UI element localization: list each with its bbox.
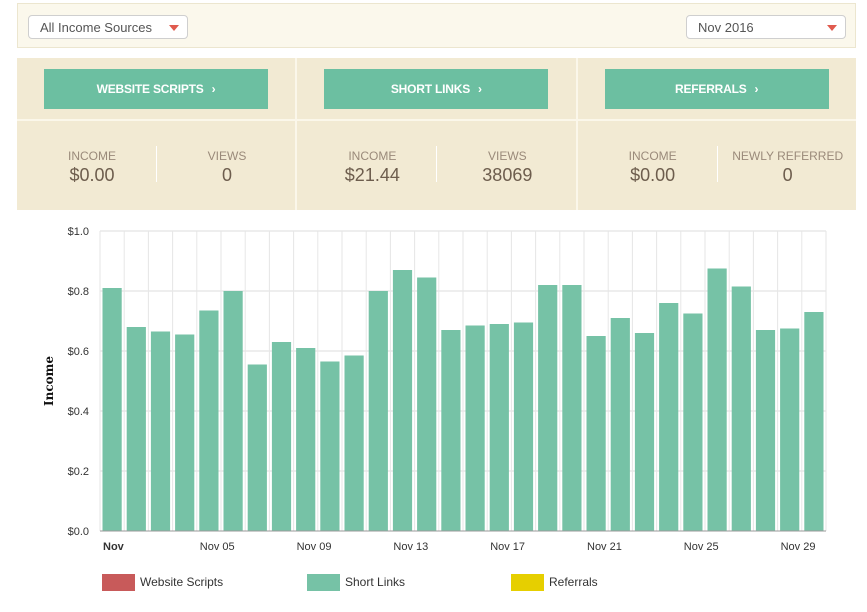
divider (156, 146, 157, 182)
x-tick-label: Nov 05 (200, 541, 235, 553)
legend-swatch (307, 573, 340, 591)
panel-short-links: SHORT LINKS › INCOME $21.44 VIEWS 38069 (297, 58, 578, 210)
stat-label: INCOME (628, 149, 677, 163)
bar (102, 288, 122, 531)
bar (368, 291, 388, 531)
bar (634, 333, 655, 531)
x-tick-label: Nov 09 (297, 541, 332, 553)
stat-value: $21.44 (344, 165, 400, 185)
website-scripts-button[interactable]: WEBSITE SCRIPTS › (44, 69, 268, 109)
stat-label: NEWLY REFERRED (732, 149, 844, 163)
bar (780, 328, 800, 531)
bar (392, 270, 413, 531)
stat-label: INCOME (348, 149, 397, 163)
website-scripts-button-label: WEBSITE SCRIPTS (96, 82, 204, 96)
bar (199, 310, 219, 531)
income-stat: INCOME $0.00 (588, 149, 718, 186)
filter-bar: All Income Sources Nov 2016 (17, 3, 856, 48)
bar (465, 325, 485, 531)
divider (17, 119, 296, 121)
bar (683, 313, 703, 531)
bar (150, 331, 171, 531)
bar (126, 327, 146, 531)
bar (804, 312, 824, 531)
x-tick-label: Nov 17 (490, 541, 525, 553)
x-tick-label: Nov 29 (781, 541, 816, 553)
views-stat: VIEWS 38069 (442, 149, 572, 186)
y-tick-label: $0.4 (68, 406, 89, 418)
bar (731, 286, 751, 531)
divider (436, 146, 438, 182)
bar (296, 348, 316, 531)
bar (344, 355, 364, 531)
chevron-down-icon (827, 25, 837, 31)
bar (247, 364, 267, 531)
chevron-right-icon: › (478, 82, 482, 96)
y-axis-label: Income (42, 356, 56, 406)
divider (716, 146, 718, 182)
y-tick-label: $1.0 (68, 226, 89, 238)
panel-website-scripts: WEBSITE SCRIPTS › INCOME $0.00 VIEWS 0 (17, 58, 298, 210)
bar (610, 318, 630, 531)
referrals-button-label: REFERRALS (674, 82, 747, 96)
bar (320, 361, 340, 531)
stat-value: 0 (782, 165, 793, 185)
stat-label: VIEWS (487, 149, 527, 163)
x-tick-label: Nov (103, 541, 125, 553)
y-tick-label: $0.0 (68, 526, 89, 538)
chevron-right-icon: › (754, 82, 759, 96)
bar (441, 330, 461, 531)
bar (513, 322, 534, 531)
stat-value: $0.00 (69, 165, 115, 185)
bar (271, 342, 292, 531)
bar (707, 268, 727, 531)
income-chart: $0.0 $0.2 $0.4 $0.6 $0.8 $1.0 Nov Nov 05 Nov 09 N… (42, 226, 827, 553)
x-tick-label: Nov 25 (684, 541, 719, 553)
stat-label: VIEWS (207, 149, 247, 163)
legend-item-short-links[interactable]: Short Links (307, 573, 405, 591)
bar (175, 334, 195, 531)
legend-swatch (102, 573, 135, 591)
income-source-select[interactable]: All Income Sources (28, 15, 188, 39)
referrals-button[interactable]: REFERRALS › (604, 69, 829, 109)
newly-referred-stat: NEWLY REFERRED 0 (723, 149, 853, 186)
bar (562, 285, 582, 531)
bar (659, 303, 679, 531)
divider (577, 119, 856, 121)
stat-value: 38069 (482, 165, 533, 185)
legend-item-website-scripts[interactable]: Website Scripts (102, 573, 223, 591)
legend-label: Website Scripts (140, 575, 224, 589)
x-tick-label: Nov 21 (587, 541, 622, 553)
income-stat: INCOME $0.00 (27, 149, 157, 186)
legend-item-referrals[interactable]: Referrals (511, 573, 598, 591)
income-source-value: All Income Sources (40, 20, 152, 35)
month-value: Nov 2016 (698, 20, 754, 35)
bar (489, 324, 509, 531)
legend-label: Referrals (549, 575, 598, 589)
short-links-button-label: SHORT LINKS (390, 82, 470, 96)
chevron-down-icon (169, 25, 179, 31)
legend-swatch (511, 573, 544, 591)
chevron-right-icon: › (211, 82, 216, 96)
legend-label: Short Links (345, 575, 406, 589)
panel-referrals: REFERRALS › INCOME $0.00 NEWLY REFERRED 0 (577, 58, 856, 210)
month-select[interactable]: Nov 2016 (686, 15, 846, 39)
y-tick-label: $0.8 (68, 286, 89, 298)
x-tick-label: Nov 13 (393, 541, 428, 553)
stats-panels: WEBSITE SCRIPTS › INCOME $0.00 VIEWS 0 SH… (17, 58, 856, 210)
bar (586, 336, 606, 531)
divider (297, 119, 576, 121)
bar (417, 277, 437, 531)
stat-value: 0 (221, 165, 232, 185)
bar (223, 291, 243, 531)
bar (755, 330, 776, 531)
stat-value: $0.00 (630, 165, 676, 185)
short-links-button[interactable]: SHORT LINKS › (324, 69, 549, 109)
income-stat: INCOME $21.44 (307, 149, 437, 186)
y-tick-label: $0.6 (68, 346, 89, 358)
bar (538, 285, 558, 531)
views-stat: VIEWS 0 (162, 149, 292, 186)
stat-label: INCOME (68, 149, 116, 163)
y-tick-label: $0.2 (68, 466, 89, 478)
